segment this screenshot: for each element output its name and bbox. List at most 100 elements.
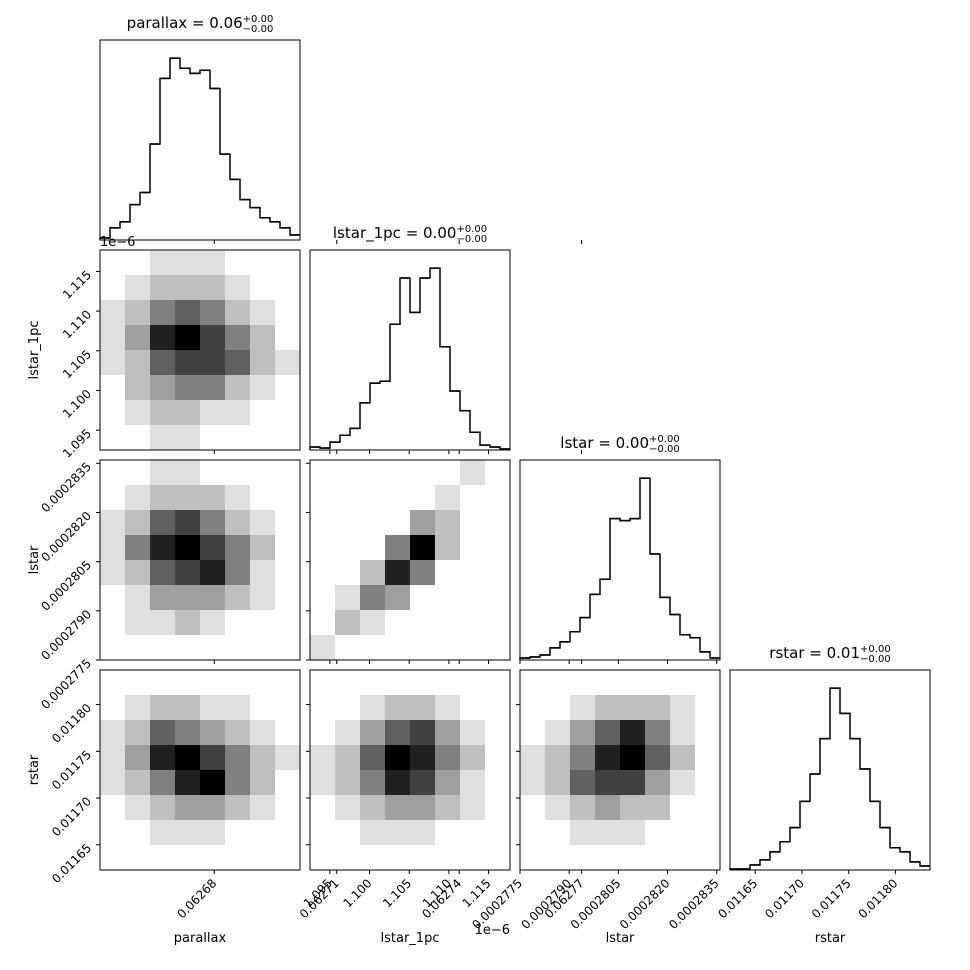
density-cell xyxy=(100,510,126,536)
density-cell xyxy=(100,670,126,696)
density-cell xyxy=(485,460,511,486)
density-cell xyxy=(385,845,411,871)
density-cell xyxy=(150,820,176,846)
density-cell xyxy=(100,460,126,486)
density-cell xyxy=(275,635,301,661)
density-cell xyxy=(125,845,151,871)
density-cell xyxy=(645,820,671,846)
density-cell xyxy=(275,670,301,696)
density-cell xyxy=(100,695,126,721)
density-cell xyxy=(125,510,151,536)
x-tick-label: 0.0002835 xyxy=(666,876,722,932)
density-cell xyxy=(275,585,301,611)
density-cell xyxy=(150,250,176,276)
density-cell xyxy=(410,695,436,721)
density-cell xyxy=(520,720,546,746)
density-cell xyxy=(410,510,436,536)
density-cell xyxy=(175,635,201,661)
density-cell xyxy=(695,670,721,696)
density-cell xyxy=(100,845,126,871)
density-cell xyxy=(250,635,276,661)
density-cell xyxy=(410,610,436,636)
density-cell xyxy=(275,425,301,451)
density-cell xyxy=(460,745,486,771)
density-cell xyxy=(670,820,696,846)
density-cell xyxy=(225,300,251,326)
density-cell xyxy=(275,770,301,796)
density-cell xyxy=(250,375,276,401)
density-cell xyxy=(200,745,226,771)
density-cell xyxy=(670,845,696,871)
density-cell xyxy=(310,535,336,561)
density-cell xyxy=(385,585,411,611)
density-cell xyxy=(460,820,486,846)
density-cell xyxy=(335,770,361,796)
density-cell xyxy=(200,535,226,561)
density-cell xyxy=(150,720,176,746)
density-cell xyxy=(310,485,336,511)
title-sub: −0.00 xyxy=(456,234,487,245)
density-cell xyxy=(620,820,646,846)
density-cell xyxy=(695,820,721,846)
density-cell xyxy=(200,250,226,276)
density-cell xyxy=(175,460,201,486)
density-cell xyxy=(335,560,361,586)
density-cell xyxy=(410,820,436,846)
density-cell xyxy=(645,670,671,696)
density-cell xyxy=(435,560,461,586)
density-cell xyxy=(360,820,386,846)
density-cell xyxy=(435,845,461,871)
density-cell xyxy=(335,745,361,771)
density-cell xyxy=(595,845,621,871)
density-cell xyxy=(225,610,251,636)
density-cell xyxy=(460,485,486,511)
y-tick-label: 1.110 xyxy=(60,307,94,341)
density-cell xyxy=(310,460,336,486)
density-cell xyxy=(435,535,461,561)
title-sub: −0.00 xyxy=(860,654,891,665)
density-cell xyxy=(225,325,251,351)
axes-frame xyxy=(99,249,301,451)
x-tick-label: 0.0002820 xyxy=(617,876,673,932)
density-cell xyxy=(460,560,486,586)
density-cell xyxy=(410,720,436,746)
y-tick-label: 1.095 xyxy=(60,426,94,460)
density-cell xyxy=(175,610,201,636)
density-cell xyxy=(150,560,176,586)
density-cell xyxy=(250,325,276,351)
density-cell xyxy=(410,745,436,771)
y-axis-label: lstar_1pc xyxy=(27,321,42,380)
density-cell xyxy=(670,795,696,821)
density-cell xyxy=(150,635,176,661)
density-cell xyxy=(410,460,436,486)
panel-title: rstar = 0.01 xyxy=(769,644,860,662)
density-cell xyxy=(695,720,721,746)
density-cell xyxy=(275,375,301,401)
density-cell xyxy=(100,795,126,821)
density-cell xyxy=(460,720,486,746)
panel-title: lstar = 0.00 xyxy=(560,434,649,452)
density-cell xyxy=(695,845,721,871)
density-cell xyxy=(275,460,301,486)
density-cell xyxy=(435,820,461,846)
density-cell xyxy=(200,400,226,426)
density-cell xyxy=(125,460,151,486)
density-cell xyxy=(200,720,226,746)
density-cell xyxy=(200,460,226,486)
density-cell xyxy=(310,585,336,611)
density-cell xyxy=(435,585,461,611)
density-cell xyxy=(225,670,251,696)
density-cell xyxy=(385,720,411,746)
axes-frame xyxy=(519,669,721,871)
density-cell xyxy=(100,770,126,796)
panel-title: lstar_1pc = 0.00 xyxy=(333,224,457,243)
density-cell xyxy=(175,845,201,871)
density-cell xyxy=(200,510,226,536)
density-cell xyxy=(125,425,151,451)
density-cell xyxy=(250,670,276,696)
density-cell xyxy=(100,325,126,351)
density-cell xyxy=(100,560,126,586)
density-cell xyxy=(435,770,461,796)
density-cell xyxy=(485,795,511,821)
